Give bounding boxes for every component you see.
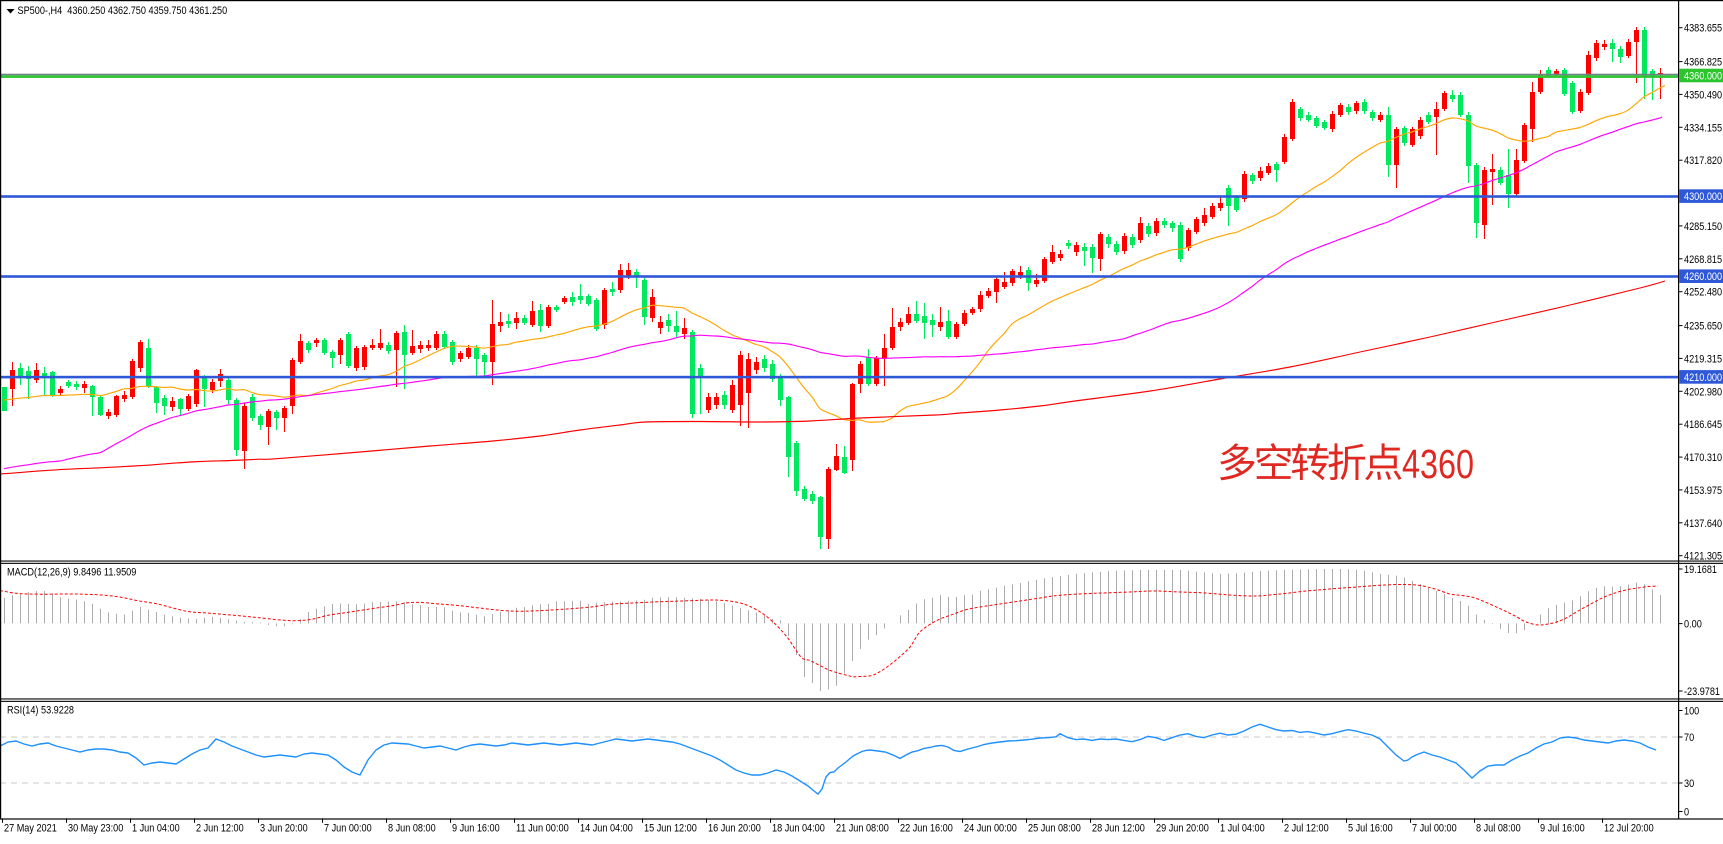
svg-text:4334.155: 4334.155 [1684, 122, 1722, 134]
svg-text:4285.150: 4285.150 [1684, 221, 1722, 233]
svg-text:18 Jun 04:00: 18 Jun 04:00 [772, 823, 825, 835]
svg-text:7 Jul 00:00: 7 Jul 00:00 [1412, 823, 1457, 835]
svg-text:30 May 23:00: 30 May 23:00 [68, 823, 123, 835]
svg-text:14 Jun 04:00: 14 Jun 04:00 [580, 823, 633, 835]
svg-text:4383.655: 4383.655 [1684, 23, 1722, 35]
svg-text:RSI(14) 53.9228: RSI(14) 53.9228 [7, 705, 74, 717]
svg-text:4360: 4360 [1402, 441, 1474, 487]
svg-text:4300.000: 4300.000 [1684, 191, 1722, 203]
svg-text:1 Jul 04:00: 1 Jul 04:00 [1220, 823, 1265, 835]
svg-text:4137.640: 4137.640 [1684, 518, 1722, 530]
svg-text:4252.480: 4252.480 [1684, 287, 1722, 299]
svg-text:2 Jul 12:00: 2 Jul 12:00 [1284, 823, 1329, 835]
svg-text:12 Jul 20:00: 12 Jul 20:00 [1604, 823, 1654, 835]
svg-text:7 Jun 00:00: 7 Jun 00:00 [324, 823, 372, 835]
svg-text:SP500-,H4 4360.250 4362.750 4: SP500-,H4 4360.250 4362.750 4359.750 436… [18, 5, 228, 17]
svg-text:0.00: 0.00 [1684, 619, 1702, 631]
svg-text:8 Jun 08:00: 8 Jun 08:00 [388, 823, 436, 835]
svg-text:-23.9781: -23.9781 [1684, 686, 1720, 698]
svg-text:4268.815: 4268.815 [1684, 254, 1722, 266]
svg-text:21 Jun 08:00: 21 Jun 08:00 [836, 823, 889, 835]
svg-text:4202.980: 4202.980 [1684, 386, 1722, 398]
svg-text:4235.650: 4235.650 [1684, 321, 1722, 333]
svg-text:4366.825: 4366.825 [1684, 57, 1722, 69]
svg-text:MACD(12,26,9) 9.8496 11.9509: MACD(12,26,9) 9.8496 11.9509 [7, 567, 136, 579]
svg-text:4219.315: 4219.315 [1684, 353, 1722, 365]
svg-text:70: 70 [1684, 732, 1694, 744]
svg-text:9 Jun 16:00: 9 Jun 16:00 [452, 823, 500, 835]
svg-text:4360.000: 4360.000 [1684, 71, 1722, 83]
svg-text:5 Jul 16:00: 5 Jul 16:00 [1348, 823, 1393, 835]
svg-text:4260.000: 4260.000 [1684, 271, 1722, 283]
svg-text:27 May 2021: 27 May 2021 [4, 823, 57, 835]
svg-text:29 Jun 20:00: 29 Jun 20:00 [1156, 823, 1209, 835]
svg-text:16 Jun 20:00: 16 Jun 20:00 [708, 823, 761, 835]
svg-text:1 Jun 04:00: 1 Jun 04:00 [132, 823, 180, 835]
svg-text:4186.645: 4186.645 [1684, 419, 1722, 431]
svg-text:4210.000: 4210.000 [1684, 372, 1722, 384]
svg-text:25 Jun 08:00: 25 Jun 08:00 [1028, 823, 1081, 835]
svg-text:4317.820: 4317.820 [1684, 155, 1722, 167]
svg-text:9 Jul 16:00: 9 Jul 16:00 [1540, 823, 1585, 835]
svg-text:4170.310: 4170.310 [1684, 452, 1722, 464]
svg-text:22 Jun 16:00: 22 Jun 16:00 [900, 823, 953, 835]
svg-text:4350.490: 4350.490 [1684, 89, 1722, 101]
svg-text:4153.975: 4153.975 [1684, 485, 1722, 497]
svg-text:19.1681: 19.1681 [1684, 564, 1717, 576]
svg-text:28 Jun 12:00: 28 Jun 12:00 [1092, 823, 1145, 835]
svg-text:30: 30 [1684, 778, 1694, 790]
svg-text:0: 0 [1684, 807, 1689, 819]
svg-text:4121.305: 4121.305 [1684, 551, 1722, 563]
svg-text:15 Jun 12:00: 15 Jun 12:00 [644, 823, 697, 835]
svg-text:8 Jul 08:00: 8 Jul 08:00 [1476, 823, 1521, 835]
svg-text:100: 100 [1684, 706, 1699, 718]
svg-text:2 Jun 12:00: 2 Jun 12:00 [196, 823, 244, 835]
svg-text:11 Jun 00:00: 11 Jun 00:00 [516, 823, 569, 835]
svg-text:24 Jun 00:00: 24 Jun 00:00 [964, 823, 1017, 835]
svg-text:3 Jun 20:00: 3 Jun 20:00 [260, 823, 308, 835]
